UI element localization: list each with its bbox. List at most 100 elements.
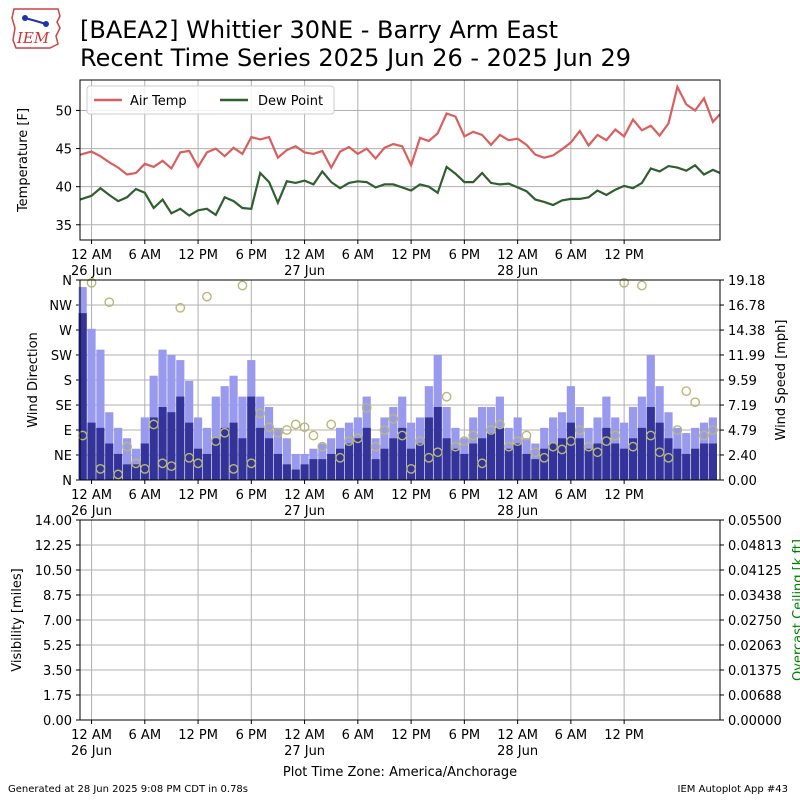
bar-wind-speed (628, 438, 638, 480)
bar-wind-speed (673, 448, 682, 480)
point-wind-direction (681, 386, 692, 397)
y-tick-label: 7.00 (43, 614, 72, 629)
bar-wind-speed (442, 438, 451, 480)
bar-wind-gust (122, 438, 132, 480)
y-tick-label: E (64, 424, 72, 439)
y2-tick-label: 0.04813 (728, 539, 782, 554)
bar-wind-speed (708, 443, 717, 480)
x-tick-label: 6 AM (342, 248, 375, 263)
x-tick-label: 6 AM (555, 488, 588, 503)
x-tick-label: 6 PM (236, 728, 267, 743)
bar-wind-speed (433, 407, 442, 480)
y-tick-label: NW (49, 299, 72, 314)
point-wind-direction (406, 463, 416, 474)
point-wind-direction (113, 469, 124, 480)
y2-tick-label: 11.99 (728, 349, 765, 364)
bar-wind-speed (389, 438, 398, 480)
bar-wind-speed (264, 438, 274, 480)
point-wind-direction (707, 425, 718, 435)
point-wind-direction (450, 441, 461, 452)
y-tick-label: N (62, 274, 72, 289)
x-tick-label: 12 AM (284, 488, 325, 503)
bar-wind-speed (87, 422, 96, 480)
y2-tick-label: 7.19 (728, 399, 757, 414)
y2-tick-label: 0.00 (728, 474, 757, 489)
bar-wind-gust (291, 453, 300, 480)
bar-wind-speed (655, 422, 664, 480)
y-tick-label: 8.75 (43, 589, 72, 604)
point-wind-direction (228, 463, 239, 474)
bar-wind-speed (495, 427, 504, 480)
y-tick-label: 35 (55, 219, 72, 234)
x-tick-label: 12 AM (71, 248, 112, 263)
bar-wind-speed (344, 443, 354, 480)
bar-wind-speed (176, 396, 185, 480)
bar-wind-speed (646, 407, 655, 480)
y-axis-label: Temperature [F] (16, 108, 31, 213)
iem-logo: IEM (8, 6, 64, 50)
point-wind-direction (628, 441, 638, 452)
point-wind-direction (636, 280, 647, 291)
point-wind-direction (539, 452, 550, 463)
chart-subtitle: Recent Time Series 2025 Jun 26 - 2025 Ju… (80, 44, 632, 72)
point-wind-direction (95, 463, 106, 474)
generated-footer: Generated at 28 Jun 2025 9:08 PM CDT in … (8, 784, 249, 795)
point-wind-direction (432, 447, 443, 458)
bar-wind-speed (105, 443, 114, 480)
bar-wind-speed (247, 396, 256, 480)
x-tick-label: 12 PM (604, 728, 644, 743)
x-date-label: 28 Jun (497, 504, 538, 519)
bar-wind-speed (557, 438, 567, 480)
bar-wind-speed (336, 448, 345, 480)
bar-wind-speed (353, 438, 362, 480)
y-tick-label: 45 (55, 143, 72, 158)
point-wind-direction (370, 441, 381, 452)
bar-wind-gust (87, 328, 96, 480)
x-tick-label: 12 PM (178, 248, 218, 263)
point-wind-direction (77, 430, 88, 441)
y2-axis-label: Overcast Ceiling [k ft] (791, 539, 800, 681)
bar-wind-speed (327, 453, 336, 480)
x-tick-label: 12 AM (71, 728, 112, 743)
bar-wind-speed (193, 448, 203, 480)
y-tick-label: NE (54, 449, 72, 464)
bar-wind-speed (122, 464, 132, 480)
point-wind-direction (246, 458, 257, 469)
point-wind-direction (361, 402, 372, 413)
x-tick-label: 6 AM (342, 728, 375, 743)
point-wind-direction (122, 441, 132, 452)
bar-wind-speed (362, 427, 371, 480)
y2-tick-label: 0.00000 (728, 714, 782, 729)
point-wind-direction (423, 452, 434, 463)
x-tick-label: 12 AM (71, 488, 112, 503)
bar-wind-speed (460, 453, 469, 480)
point-wind-direction (175, 302, 186, 313)
y-tick-label: 12.25 (35, 539, 72, 554)
point-wind-direction (317, 441, 328, 452)
bar-wind-speed (486, 433, 496, 480)
x-tick-label: 12 PM (391, 488, 431, 503)
point-wind-direction (166, 461, 177, 472)
bar-wind-speed (584, 448, 593, 480)
bar-wind-speed (229, 422, 238, 480)
bar-wind-speed (513, 443, 522, 480)
bar-wind-speed (398, 427, 407, 480)
point-wind-direction (690, 397, 701, 408)
series-line-dew-point (79, 163, 721, 217)
x-tick-label: 12 AM (497, 728, 538, 743)
x-date-label: 28 Jun (497, 744, 538, 759)
bar-wind-speed (220, 427, 229, 480)
bar-wind-speed (211, 438, 220, 480)
x-tick-label: 12 PM (391, 248, 431, 263)
bar-wind-speed (300, 464, 309, 480)
bar-wind-speed (158, 407, 167, 480)
bar-wind-speed (282, 464, 291, 480)
x-tick-label: 12 AM (284, 728, 325, 743)
bar-wind-speed (637, 427, 646, 480)
bar-wind-gust (96, 349, 105, 480)
bar-wind-speed (611, 443, 620, 480)
point-wind-direction (512, 436, 523, 447)
y2-tick-label: 4.79 (728, 424, 757, 439)
y-tick-label: S (64, 374, 72, 389)
